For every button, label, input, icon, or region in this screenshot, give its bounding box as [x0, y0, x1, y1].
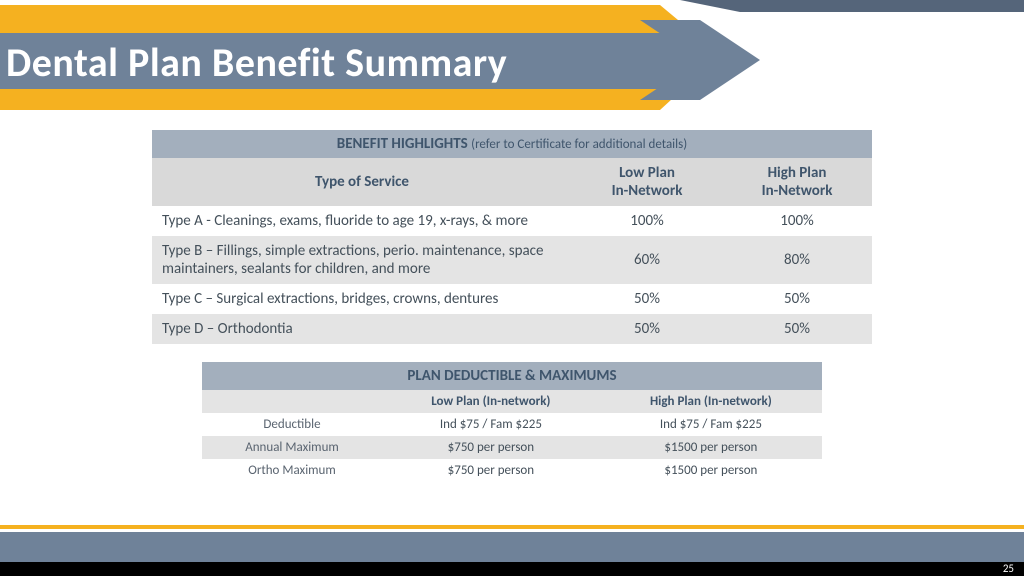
cell-svc: Type C – Surgical extractions, bridges, … — [152, 284, 572, 314]
col-low-l1: Low Plan — [576, 164, 718, 182]
table-row: Annual Maximum $750 per person $1500 per… — [202, 436, 822, 459]
table1-header: BENEFIT HIGHLIGHTS (refer to Certificate… — [152, 130, 872, 158]
cell-low: $750 per person — [382, 436, 600, 459]
col-blank — [202, 390, 382, 413]
col-high: High Plan In-Network — [722, 158, 872, 206]
cell-high: 50% — [722, 314, 872, 344]
footer-gold-line — [0, 525, 1024, 529]
cell-high: 100% — [722, 206, 872, 236]
cell-low: 60% — [572, 236, 722, 284]
col-high2: High Plan (In-network) — [600, 390, 822, 413]
cell-high: 50% — [722, 284, 872, 314]
col-high-l2: In-Network — [726, 182, 868, 200]
content-area: BENEFIT HIGHLIGHTS (refer to Certificate… — [0, 130, 1024, 482]
deductible-table: PLAN DEDUCTIBLE & MAXIMUMS Low Plan (In-… — [202, 362, 822, 482]
cell-svc: Type D – Orthodontia — [152, 314, 572, 344]
col-high-l1: High Plan — [726, 164, 868, 182]
table2-header: PLAN DEDUCTIBLE & MAXIMUMS — [202, 362, 822, 390]
col-service: Type of Service — [152, 158, 572, 206]
cell-low: $750 per person — [382, 459, 600, 482]
footer-black-bar: 25 — [0, 562, 1024, 576]
footer-blue-bar — [0, 532, 1024, 562]
cell-high: $1500 per person — [600, 459, 822, 482]
cell-low: Ind $75 / Fam $225 — [382, 413, 600, 436]
table-row: Type A - Cleanings, exams, fluoride to a… — [152, 206, 872, 236]
cell-high: Ind $75 / Fam $225 — [600, 413, 822, 436]
cell-lab: Ortho Maximum — [202, 459, 382, 482]
table1-header-sub: (refer to Certificate for additional det… — [471, 137, 687, 152]
table-row: Ortho Maximum $750 per person $1500 per … — [202, 459, 822, 482]
cell-svc: Type A - Cleanings, exams, fluoride to a… — [152, 206, 572, 236]
cell-low: 50% — [572, 314, 722, 344]
page-number: 25 — [1003, 562, 1014, 575]
cell-high: $1500 per person — [600, 436, 822, 459]
col-low-l2: In-Network — [576, 182, 718, 200]
col-low: Low Plan In-Network — [572, 158, 722, 206]
cell-high: 80% — [722, 236, 872, 284]
table-row: Type B – Fillings, simple extractions, p… — [152, 236, 872, 284]
cell-lab: Deductible — [202, 413, 382, 436]
cell-lab: Annual Maximum — [202, 436, 382, 459]
page-title: Dental Plan Benefit Summary — [6, 38, 507, 87]
cell-low: 100% — [572, 206, 722, 236]
table-row: Type C – Surgical extractions, bridges, … — [152, 284, 872, 314]
table-row: Deductible Ind $75 / Fam $225 Ind $75 / … — [202, 413, 822, 436]
table-row: Type D – Orthodontia 50% 50% — [152, 314, 872, 344]
cell-svc: Type B – Fillings, simple extractions, p… — [152, 236, 572, 284]
benefit-highlights-table: BENEFIT HIGHLIGHTS (refer to Certificate… — [152, 130, 872, 344]
col-low2: Low Plan (In-network) — [382, 390, 600, 413]
cell-low: 50% — [572, 284, 722, 314]
table1-header-main: BENEFIT HIGHLIGHTS — [337, 135, 468, 153]
